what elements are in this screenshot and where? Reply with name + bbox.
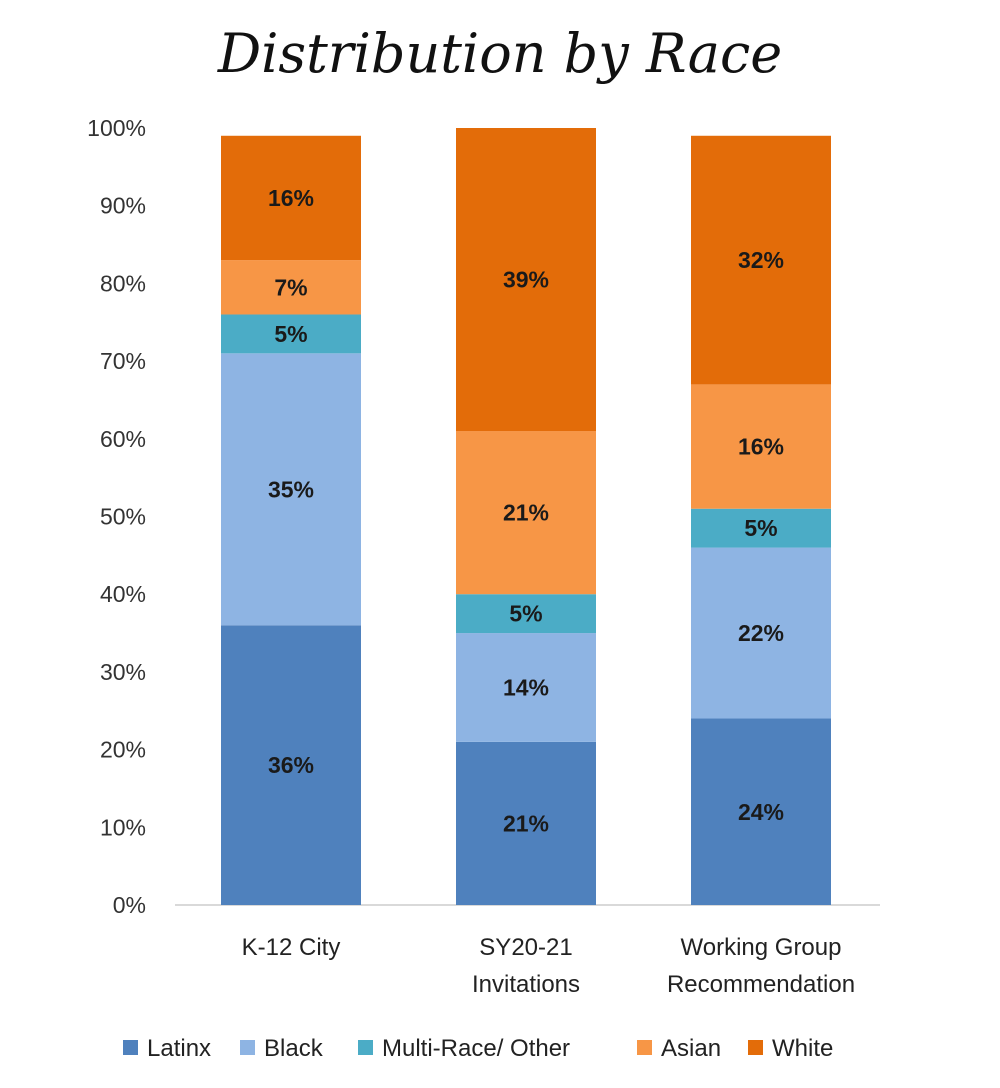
bar-segment — [221, 353, 361, 626]
bar-segment — [691, 547, 831, 719]
y-tick-label: 100% — [87, 115, 146, 141]
chart-title: Distribution by Race — [217, 22, 783, 85]
x-category-label: SY20-21 — [479, 934, 572, 961]
bar-segment — [456, 128, 596, 432]
legend-label: Latinx — [147, 1035, 211, 1062]
data-label: 5% — [509, 601, 542, 627]
data-label: 35% — [268, 476, 314, 502]
x-category-label: Working Group — [681, 934, 842, 961]
legend-label: Black — [264, 1035, 324, 1062]
legend-swatch — [358, 1040, 373, 1055]
legend-swatch — [240, 1040, 255, 1055]
bar-segment — [691, 508, 831, 548]
bar-segment — [456, 431, 596, 595]
y-tick-label: 90% — [100, 193, 146, 219]
data-label: 5% — [274, 321, 307, 347]
bar-segment — [221, 625, 361, 905]
y-tick-label: 50% — [100, 504, 146, 530]
data-label: 22% — [738, 620, 784, 646]
y-tick-label: 60% — [100, 426, 146, 452]
y-tick-label: 20% — [100, 737, 146, 763]
data-label: 16% — [738, 434, 784, 460]
bar-segment — [456, 633, 596, 742]
data-label: 24% — [738, 799, 784, 825]
y-tick-label: 40% — [100, 581, 146, 607]
bar-segment — [691, 718, 831, 905]
data-label: 32% — [738, 247, 784, 273]
bar-segment — [456, 594, 596, 634]
data-label: 36% — [268, 752, 314, 778]
bar-segment — [221, 260, 361, 315]
y-tick-label: 80% — [100, 270, 146, 296]
bar-segment — [221, 135, 361, 261]
bar-segment — [221, 314, 361, 354]
bar-segment — [691, 135, 831, 385]
y-tick-label: 10% — [100, 814, 146, 840]
legend-label: White — [772, 1035, 833, 1062]
y-tick-label: 0% — [113, 892, 146, 918]
data-label: 39% — [503, 267, 549, 293]
legend-label: Multi-Race/ Other — [382, 1035, 570, 1062]
bar-segment — [691, 384, 831, 509]
legend-swatch — [637, 1040, 652, 1055]
x-category-label: K-12 City — [242, 934, 341, 961]
x-category-label: Recommendation — [667, 971, 855, 998]
data-label: 21% — [503, 810, 549, 836]
data-label: 21% — [503, 500, 549, 526]
legend-swatch — [748, 1040, 763, 1055]
data-label: 14% — [503, 674, 549, 700]
x-category-label: Invitations — [472, 971, 580, 998]
y-tick-label: 70% — [100, 348, 146, 374]
legend-swatch — [123, 1040, 138, 1055]
data-label: 5% — [744, 515, 777, 541]
legend-label: Asian — [661, 1035, 721, 1062]
y-tick-label: 30% — [100, 659, 146, 685]
data-label: 7% — [274, 274, 307, 300]
data-label: 16% — [268, 185, 314, 211]
bar-segment — [456, 741, 596, 905]
